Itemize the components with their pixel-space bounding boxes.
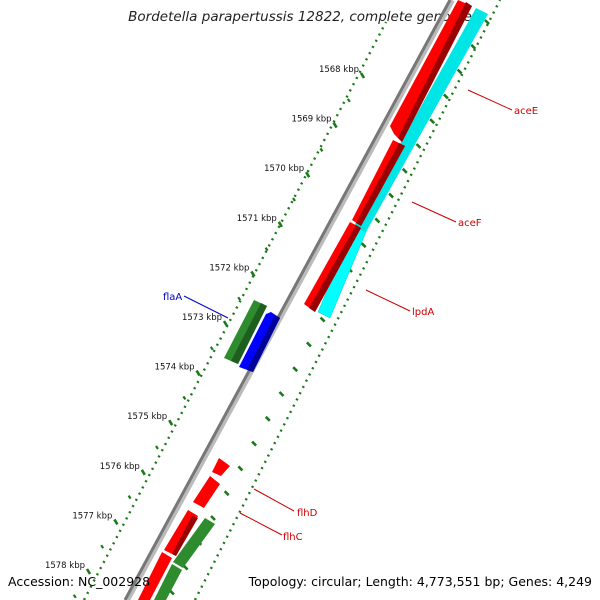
ruler-tick-1573 [222,320,229,327]
ruler-tick-1572 [250,270,256,278]
inner-track-tick [360,242,367,249]
ruler-tick-label-1571: 1571 kbp [237,214,277,224]
ruler-minor-tick [72,594,77,599]
backbone-shadow [124,0,455,600]
ruler-minor-tick [127,494,132,500]
ruler-tick-1578 [85,568,92,575]
ruler-tick-label-1569: 1569 kbp [292,115,332,125]
leader-flaA [183,295,229,319]
ruler-tick-label-1570: 1570 kbp [264,164,304,174]
gene-flaA-arrow-shade [247,315,280,372]
gene-leader-lines [183,89,513,536]
cds-aceE-shade [398,2,472,142]
inner-track-tick [470,43,477,50]
ruler-tick-label-1573: 1573 kbp [182,313,222,323]
flaA-region [224,300,280,372]
ruler-tick-labels: 1568 kbp 1569 kbp 1570 kbp 1571 kbp 1572 kbp… [45,65,359,571]
inner-track-tick [442,93,449,100]
ruler-minor-tick [264,246,269,252]
gene-label-aceE: aceE [514,106,538,117]
gene-label-lpdA: lpdA [412,307,434,318]
green-orf-flaA-shade [231,303,267,364]
cds-lower-2 [138,552,172,600]
leader-aceF [411,201,457,223]
cds-flhD-block [212,458,230,476]
ruler-tick-label-1568: 1568 kbp [319,65,359,75]
inner-track-tick [292,366,299,373]
figure-title: Bordetella parapertussis 12822, complete… [128,9,472,25]
leader-lpdA [365,289,411,312]
inner-track-tick [278,391,285,397]
ruler-tick-1576 [140,469,146,476]
leader-aceE [467,89,513,111]
green-orf-lower [154,518,215,600]
ruler-minor-tick [182,395,187,401]
topology-text: Topology: circular; Length: 4,773,551 bp… [248,574,592,589]
inner-track-tick [182,564,189,571]
ruler-tick-marks [72,72,366,599]
ruler-tick-1569 [332,121,338,129]
inner-track-tick [429,118,436,125]
leader-flhD [253,488,295,512]
gene-label-flaA: flaA [163,292,182,303]
ruler-tick-label-1576: 1576 kbp [100,462,140,472]
gene-label-flhC: flhC [283,532,303,543]
inner-track-tick [374,217,381,224]
inner-track-tick [401,167,408,174]
ruler-minor-tick [319,147,324,153]
cds-aceF-shade [356,143,405,226]
ruler-tick-label-1572: 1572 kbp [209,263,249,273]
ruler-minor-tick [209,346,214,351]
ruler-tick-label-1577: 1577 kbp [72,511,112,521]
inner-track-tick [237,465,244,472]
ruler-tick-1568 [359,72,366,79]
inner-track-tick [456,68,463,75]
gene-labels: aceE aceF lpdA flaA flhD flhC [163,106,538,543]
ruler-minor-tick [155,445,159,450]
ruler-minor-tick [100,544,105,549]
cds-flhC-block [193,476,220,508]
cds-lpdA-shade [309,225,361,312]
ruler-tick-1574 [195,369,201,377]
green-orf-lower-2 [154,564,182,600]
inner-track-tick [223,490,230,497]
inner-track-tick [415,143,422,149]
inner-track-tick [251,440,258,447]
inner-track-tick [388,192,395,199]
ruler-tick-1575 [168,419,174,426]
red-cds-lower [138,458,230,600]
ruler-tick-label-1574: 1574 kbp [155,363,195,373]
inner-track-tick [210,515,216,521]
ruler-tick-label-1575: 1575 kbp [127,412,167,422]
backbone [123,0,452,600]
cyan-orf-track [317,8,488,319]
inner-track-tick [305,341,312,348]
gene-label-flhD: flhD [297,508,318,519]
ruler-tick-label-1578: 1578 kbp [45,561,85,571]
ruler-tick-1570 [305,171,311,178]
gene-label-aceF: aceF [458,218,482,229]
inner-track-tick [264,415,271,422]
inner-dotted-track [193,0,502,600]
inner-track-tick [319,316,326,323]
ruler-tick-1571 [277,221,283,228]
cds-lower-3 [172,516,198,556]
red-cds-upper [304,0,472,312]
ruler-minor-tick [346,98,351,103]
green-orf-lower-1 [173,518,215,568]
ruler-minor-tick [292,197,296,202]
ruler-tick-1577 [113,518,119,526]
ruler-minor-tick [237,296,242,301]
leader-flhC [239,512,283,536]
inner-track-tick [484,19,490,25]
accession-text: Accession: NC_002928 [8,574,151,589]
